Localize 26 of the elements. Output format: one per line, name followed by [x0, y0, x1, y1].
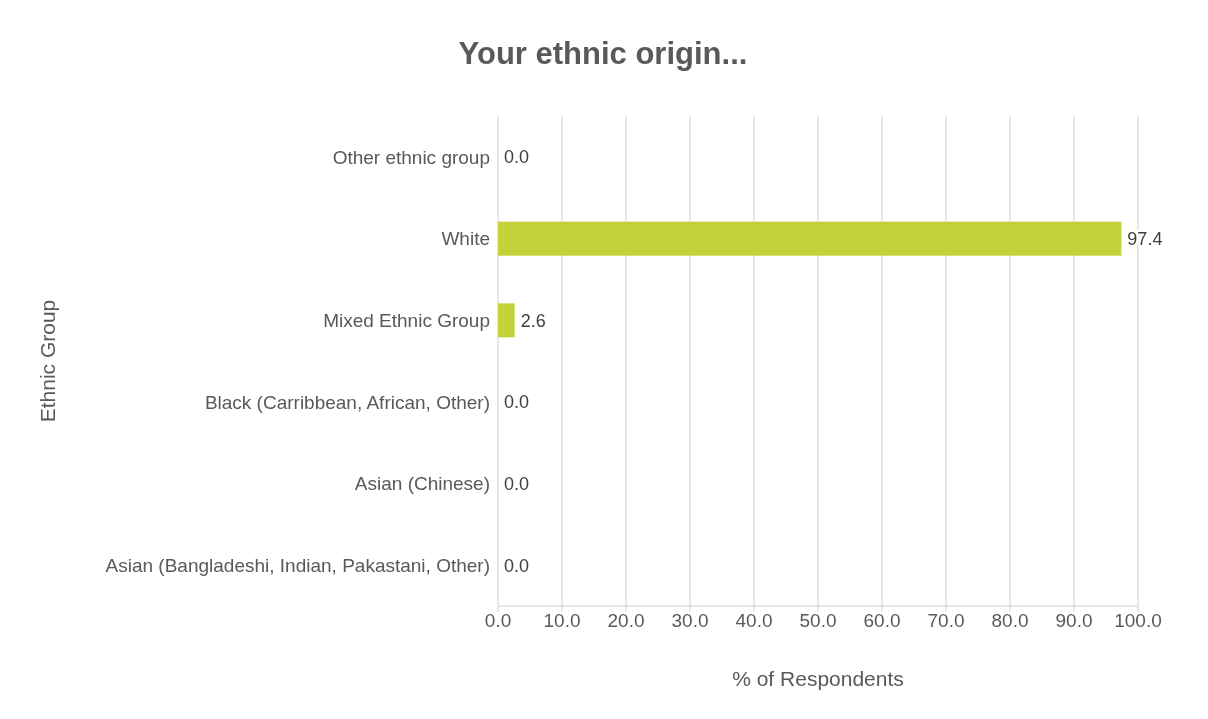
data-label: 97.4: [1127, 228, 1163, 249]
y-tick-label: Asian (Chinese): [354, 473, 490, 495]
data-label: 2.6: [520, 310, 546, 331]
data-label: 0.0: [504, 147, 530, 168]
x-tick-label: 0.0: [484, 610, 512, 632]
x-tick-label: 90.0: [1055, 610, 1093, 632]
x-tick-label: 80.0: [991, 610, 1029, 632]
y-axis-title: Ethnic Group: [36, 299, 60, 423]
y-tick-label: White: [441, 228, 490, 250]
y-tick-label: Asian (Bangladeshi, Indian, Pakastani, Other): [105, 554, 490, 576]
data-label: 0.0: [504, 473, 530, 494]
x-tick-label: 50.0: [799, 610, 837, 632]
y-tick-label: Mixed Ethnic Group: [323, 309, 490, 331]
x-tick-label: 100.0: [1114, 610, 1162, 632]
x-axis-title: % of Respondents: [732, 667, 904, 690]
y-tick-label: Other ethnic group: [332, 146, 490, 168]
x-tick-label: 60.0: [863, 610, 901, 632]
data-label: 0.0: [504, 392, 530, 413]
x-tick-label: 70.0: [927, 610, 965, 632]
chart-title: Your ethnic origin...: [457, 35, 749, 73]
data-label: 0.0: [504, 555, 530, 576]
y-tick-label: Black (Carribbean, African, Other): [204, 391, 490, 413]
x-tick-label: 40.0: [735, 610, 773, 632]
x-tick-label: 10.0: [543, 610, 581, 632]
x-tick-label: 30.0: [671, 610, 709, 632]
x-tick-label: 20.0: [607, 610, 645, 632]
